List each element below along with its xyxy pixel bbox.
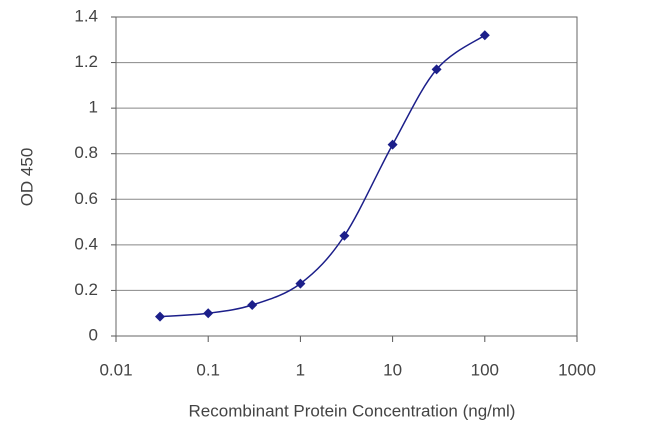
marker [154, 311, 165, 322]
y-tick-label: 1.4 [74, 6, 98, 25]
marker [247, 300, 258, 311]
x-tick-label: 100 [471, 360, 499, 379]
x-tick-label: 10 [383, 360, 402, 379]
marker [339, 230, 350, 241]
y-tick-label: 0.2 [74, 280, 98, 299]
y-tick-label: 1.2 [74, 52, 98, 71]
y-tick-label: 0.6 [74, 189, 98, 208]
line [159, 34, 486, 318]
marker [387, 139, 398, 150]
marker [203, 308, 214, 319]
x-tick-label: 1000 [558, 360, 596, 379]
y-tick-label: 0.4 [74, 234, 98, 253]
x-axis-label: Recombinant Protein Concentration (ng/ml… [189, 401, 516, 420]
marker [295, 278, 306, 289]
x-tick-label: 0.01 [99, 360, 132, 379]
marker [479, 30, 490, 41]
x-tick-label: 1 [296, 360, 305, 379]
y-axis-label: OD 450 [17, 148, 36, 207]
marker [431, 64, 442, 75]
y-tick-label: 1 [89, 98, 98, 117]
plot-border [115, 16, 578, 337]
y-tick-label: 0 [89, 325, 98, 344]
y-tick-label: 0.8 [74, 143, 98, 162]
x-tick-label: 0.1 [196, 360, 220, 379]
